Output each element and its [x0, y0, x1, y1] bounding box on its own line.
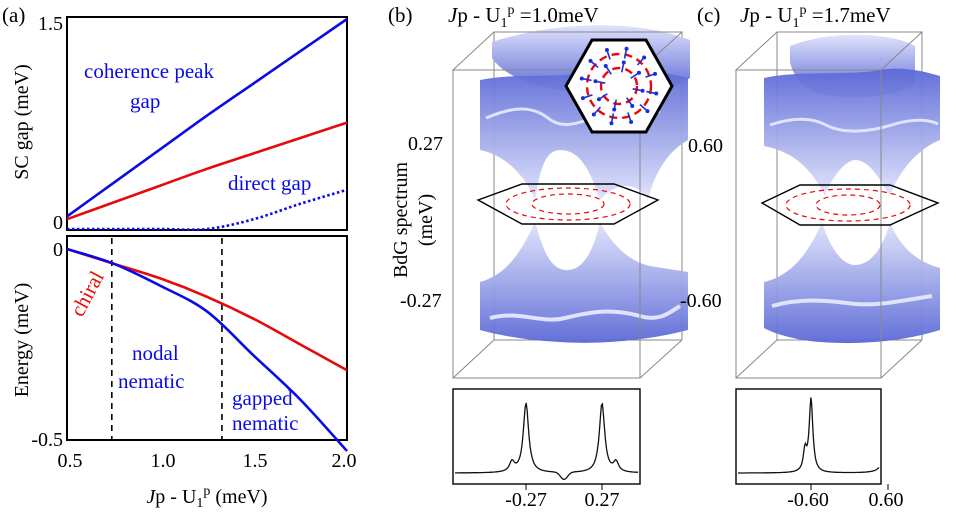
series-line-series-2 [66, 121, 348, 221]
panel-a-xtick: 0.5 [58, 450, 83, 472]
panel-b-dos-frame [452, 388, 641, 485]
panel-c-dos-xtick: -0.60 [787, 489, 829, 511]
panel-a-bottom-frame [66, 235, 348, 441]
panel-b: (b) Jp - U1p =1.0meV BdG spectrum (meV) … [388, 3, 690, 511]
panel-c-lower-band [764, 222, 940, 344]
panel-b-bz-plane [476, 183, 660, 225]
panel-c-dos-curve [738, 397, 880, 474]
panel-c-ytick-neg: -0.60 [680, 290, 722, 312]
gapped-label: gapped [232, 386, 293, 410]
panel-b-ytick-pos: 0.27 [408, 133, 443, 155]
panel-b-dos-curve [455, 402, 639, 481]
panel-c: (c) Jp - U1p =1.7meV 0.60 -0.60 [680, 3, 940, 511]
panel-c-dos-xtick: 0.60 [869, 489, 904, 511]
panel-c-label: (c) [697, 3, 720, 27]
panel-b-dos-xtick: 0.27 [585, 489, 620, 511]
nodal-label: nodal [132, 341, 179, 365]
panel-a-top-ylabel: SC gap (meV) [11, 64, 33, 180]
panel-b-ytick-neg: -0.27 [400, 290, 442, 312]
panel-b-label: (b) [388, 3, 413, 27]
panel-a: (a) 1.5 0 0 -0.5 0.5 1.0 1.5 2.0 Jp - U1… [2, 3, 357, 511]
panel-a-top-curves [66, 17, 348, 232]
panel-c-ytick-pos: 0.60 [688, 135, 723, 157]
panel-a-label: (a) [2, 3, 25, 27]
panel-c-upper-band [764, 34, 940, 196]
panel-a-xtick: 2.0 [332, 450, 357, 472]
panel-c-fermi-outer [785, 188, 911, 222]
panel-b-fermi-outer [505, 187, 631, 221]
panel-b-ylabel-line1: BdG spectrum [390, 162, 412, 279]
panel-a-bottom-ylabel: Energy (meV) [11, 283, 33, 398]
panel-a-bottom-ytick-min: -0.5 [31, 429, 63, 451]
panel-c-fermi-inner [815, 194, 881, 216]
direct-gap-label: direct gap [228, 171, 311, 195]
panel-a-xlabel: Jp - U1p (meV) [146, 484, 267, 511]
panel-c-bz-plane [760, 184, 940, 226]
panel-c-title: Jp - U1p =1.7meV [740, 3, 891, 31]
panel-b-title: Jp - U1p =1.0meV [448, 3, 599, 31]
nodal-nematic-label: nematic [118, 369, 184, 393]
panel-a-bottom-curves [66, 247, 348, 452]
series-line-direct-gap [66, 188, 348, 232]
panel-a-xtick: 1.5 [243, 450, 268, 472]
panel-b-lower-band [480, 222, 688, 343]
phase-boundary-lines [111, 238, 223, 440]
panel-c-dos-frame [735, 388, 882, 485]
inset-hexagon [564, 38, 674, 134]
panel-a-bottom-ytick-zero: 0 [53, 239, 63, 261]
panel-b-dos-xtick: -0.27 [505, 489, 547, 511]
panel-a-xtick: 1.0 [151, 450, 176, 472]
chiral-label: chiral [65, 267, 109, 321]
coherence-gap-label: gap [130, 89, 160, 113]
panel-b-fermi-inner [531, 193, 605, 215]
series-line-coherence-peak-gap [66, 17, 348, 218]
panel-a-top-ytick-max: 1.5 [38, 13, 63, 35]
gapped-nematic-label: nematic [232, 411, 298, 435]
panel-a-top-ytick-zero: 0 [53, 212, 63, 234]
panel-b-ylabel-line2: (meV) [415, 194, 437, 246]
series-line-series-1 [66, 247, 348, 452]
coherence-peak-label: coherence peak [84, 59, 214, 83]
series-line-chiral [66, 247, 348, 372]
